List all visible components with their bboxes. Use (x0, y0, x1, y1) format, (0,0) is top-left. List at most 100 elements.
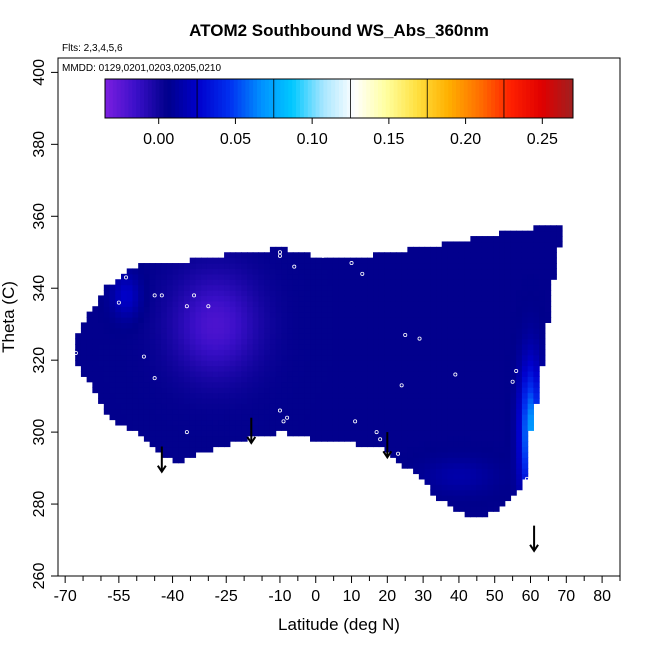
heatmap-cell (481, 468, 489, 475)
heatmap-cell (126, 408, 134, 415)
heatmap-cell (453, 279, 460, 286)
heatmap-cell (464, 495, 471, 502)
heatmap-cell (510, 322, 517, 329)
heatmap-cell (510, 257, 517, 264)
colorbar-segment (459, 79, 465, 118)
heatmap-cell (275, 279, 282, 286)
heatmap-cell (103, 381, 111, 388)
heatmap-cell (310, 322, 317, 329)
heatmap-cell (544, 246, 552, 253)
heatmap-cell (126, 333, 134, 340)
heatmap-cell (407, 392, 414, 399)
heatmap-cell (390, 397, 397, 404)
heatmap-cell (327, 273, 334, 280)
heatmap-cell (395, 268, 403, 275)
heatmap-cell (493, 268, 500, 275)
heatmap-cell (350, 257, 357, 264)
colorbar-segment (186, 79, 192, 118)
heatmap-cell (504, 360, 512, 367)
heatmap-cell (115, 370, 122, 377)
heatmap-cell (212, 349, 219, 356)
heatmap-cell (458, 457, 466, 464)
heatmap-cell (206, 327, 214, 334)
heatmap-cell (378, 257, 386, 264)
heatmap-cell (447, 263, 454, 270)
heatmap-cell (390, 317, 397, 323)
heatmap-cell (235, 338, 242, 345)
heatmap-cell (504, 338, 512, 345)
heatmap-cell (487, 403, 494, 410)
heatmap-cell (304, 365, 311, 372)
colorbar-segment (471, 79, 476, 118)
heatmap-cell (470, 451, 477, 458)
heatmap-cell (275, 376, 282, 383)
heatmap-cell (424, 473, 431, 480)
heatmap-cell (75, 338, 82, 345)
heatmap-cell (247, 349, 254, 356)
heatmap-cell (441, 300, 449, 307)
heatmap-cell (407, 354, 414, 361)
heatmap-cell (241, 279, 248, 286)
heatmap-cell (481, 489, 489, 496)
heatmap-cell (476, 273, 483, 280)
heatmap-cell (390, 354, 397, 361)
heatmap-cell (292, 354, 300, 361)
heatmap-cell (269, 370, 277, 377)
heatmap-cell (424, 408, 431, 415)
heatmap-cell (487, 435, 494, 442)
heatmap-cell (499, 451, 506, 458)
heatmap-cell (533, 263, 540, 270)
heatmap-cell (287, 306, 294, 313)
heatmap-cell (195, 441, 202, 448)
heatmap-cell (103, 306, 111, 313)
heatmap-cell (269, 333, 277, 340)
heatmap-cell (189, 446, 197, 453)
heatmap-cell (218, 268, 225, 275)
heatmap-cell (355, 354, 363, 361)
heatmap-cell (218, 354, 225, 361)
heatmap-cell (504, 311, 512, 318)
heatmap-cell (441, 246, 449, 253)
heatmap-cell (378, 322, 386, 329)
heatmap-cell (424, 397, 431, 404)
heatmap-cell (476, 300, 483, 307)
heatmap-cell (504, 478, 512, 485)
heatmap-cell (206, 273, 214, 280)
heatmap-cell (201, 360, 208, 367)
heatmap-cell (373, 360, 380, 367)
heatmap-cell (355, 279, 363, 286)
colorbar-segment (167, 79, 172, 118)
heatmap-cell (487, 500, 494, 507)
heatmap-cell (378, 327, 386, 334)
heatmap-cell (436, 317, 443, 323)
heatmap-cell (407, 300, 414, 307)
heatmap-cell (143, 317, 151, 323)
heatmap-cell (138, 333, 145, 340)
heatmap-cell (373, 279, 380, 286)
heatmap-cell (92, 370, 99, 377)
heatmap-cell (487, 290, 494, 297)
heatmap-cell (533, 333, 540, 340)
heatmap-cell (493, 333, 500, 340)
heatmap-cell (109, 338, 116, 345)
heatmap-cell (367, 354, 374, 361)
heatmap-cell (401, 397, 408, 404)
heatmap-cell (132, 300, 139, 307)
heatmap-cell (138, 360, 145, 367)
heatmap-cell (275, 295, 282, 302)
heatmap-cell (481, 424, 489, 431)
heatmap-cell (516, 273, 523, 280)
heatmap-cell (206, 257, 214, 264)
heatmap-cell (401, 322, 408, 329)
heatmap-cell (235, 408, 242, 415)
heatmap-cell (493, 252, 500, 259)
heatmap-cell (527, 263, 534, 270)
heatmap-cell (224, 300, 231, 307)
heatmap-cell (384, 403, 391, 410)
heatmap-cell (476, 484, 483, 491)
heatmap-cell (310, 387, 317, 394)
heatmap-cell (80, 327, 88, 334)
heatmap-cell (252, 252, 260, 259)
heatmap-cell (304, 424, 311, 431)
heatmap-cell (321, 279, 328, 286)
